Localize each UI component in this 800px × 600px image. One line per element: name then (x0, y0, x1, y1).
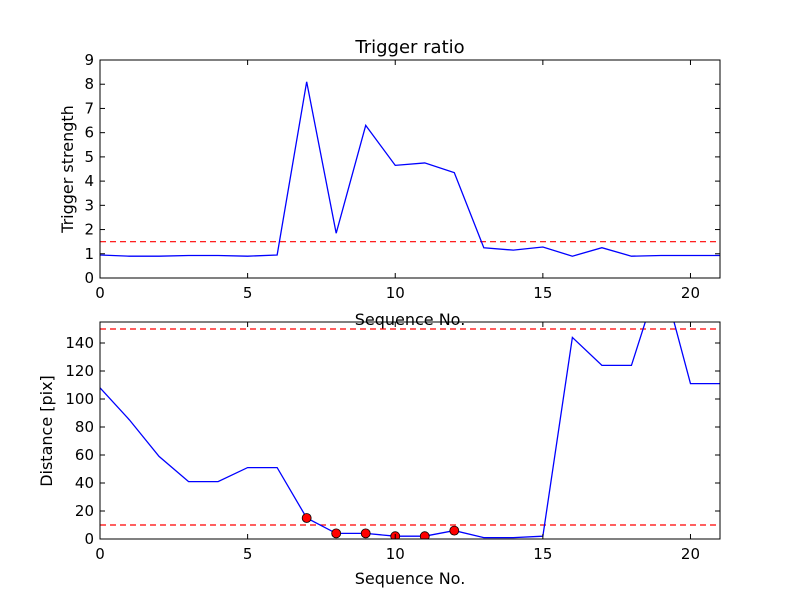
x-tick-label: 20 (681, 545, 700, 563)
y-tick-label: 1 (84, 245, 94, 263)
x-axis-label: Sequence No. (355, 569, 466, 588)
y-tick-label: 5 (84, 148, 94, 166)
x-tick-label: 0 (95, 545, 105, 563)
x-tick-label: 5 (243, 545, 253, 563)
y-tick-label: 20 (75, 502, 94, 520)
x-tick-label: 15 (533, 545, 552, 563)
series-line (100, 81, 720, 257)
data-point (360, 528, 371, 539)
y-axis-label: Trigger strength (58, 105, 77, 234)
x-tick-label: 10 (386, 284, 405, 302)
data-point (419, 531, 430, 539)
y-tick-label: 9 (84, 51, 94, 69)
plot-area (100, 322, 720, 539)
x-tick-label: 20 (681, 284, 700, 302)
axes-frame (99, 59, 721, 279)
trigger-ratio-plot: Trigger ratio Sequence No. Trigger stren… (58, 37, 721, 329)
series-line (100, 322, 720, 539)
y-tick-label: 4 (84, 172, 94, 190)
y-axis-label: Distance [pix] (37, 375, 56, 487)
x-tick-label: 5 (243, 284, 253, 302)
distance-plot: Sequence No. Distance [pix] 0 5 10 15 20 0 20 4… (37, 321, 721, 588)
data-point (331, 528, 342, 539)
plot-area (100, 81, 720, 257)
y-tick-label: 6 (84, 124, 94, 142)
y-tick-label: 0 (84, 530, 94, 548)
y-tick-label: 3 (84, 196, 94, 214)
y-tick-label: 2 (84, 221, 94, 239)
data-point (449, 525, 460, 536)
y-tick-label: 0 (84, 269, 94, 287)
x-axis-label: Sequence No. (355, 310, 466, 329)
x-tick-label: 10 (386, 545, 405, 563)
y-tick-label: 140 (65, 334, 94, 352)
y-tick-label: 8 (84, 75, 94, 93)
y-tick-label: 40 (75, 474, 94, 492)
y-tick-label: 7 (84, 99, 94, 117)
x-tick-label: 15 (533, 284, 552, 302)
y-tick-label: 60 (75, 446, 94, 464)
axes-frame (99, 321, 721, 540)
y-tick-label: 80 (75, 418, 94, 436)
y-tick-label: 100 (65, 390, 94, 408)
chart-title: Trigger ratio (354, 37, 464, 58)
data-point (301, 513, 312, 523)
y-tick-label: 120 (65, 362, 94, 380)
x-tick-label: 0 (95, 284, 105, 302)
